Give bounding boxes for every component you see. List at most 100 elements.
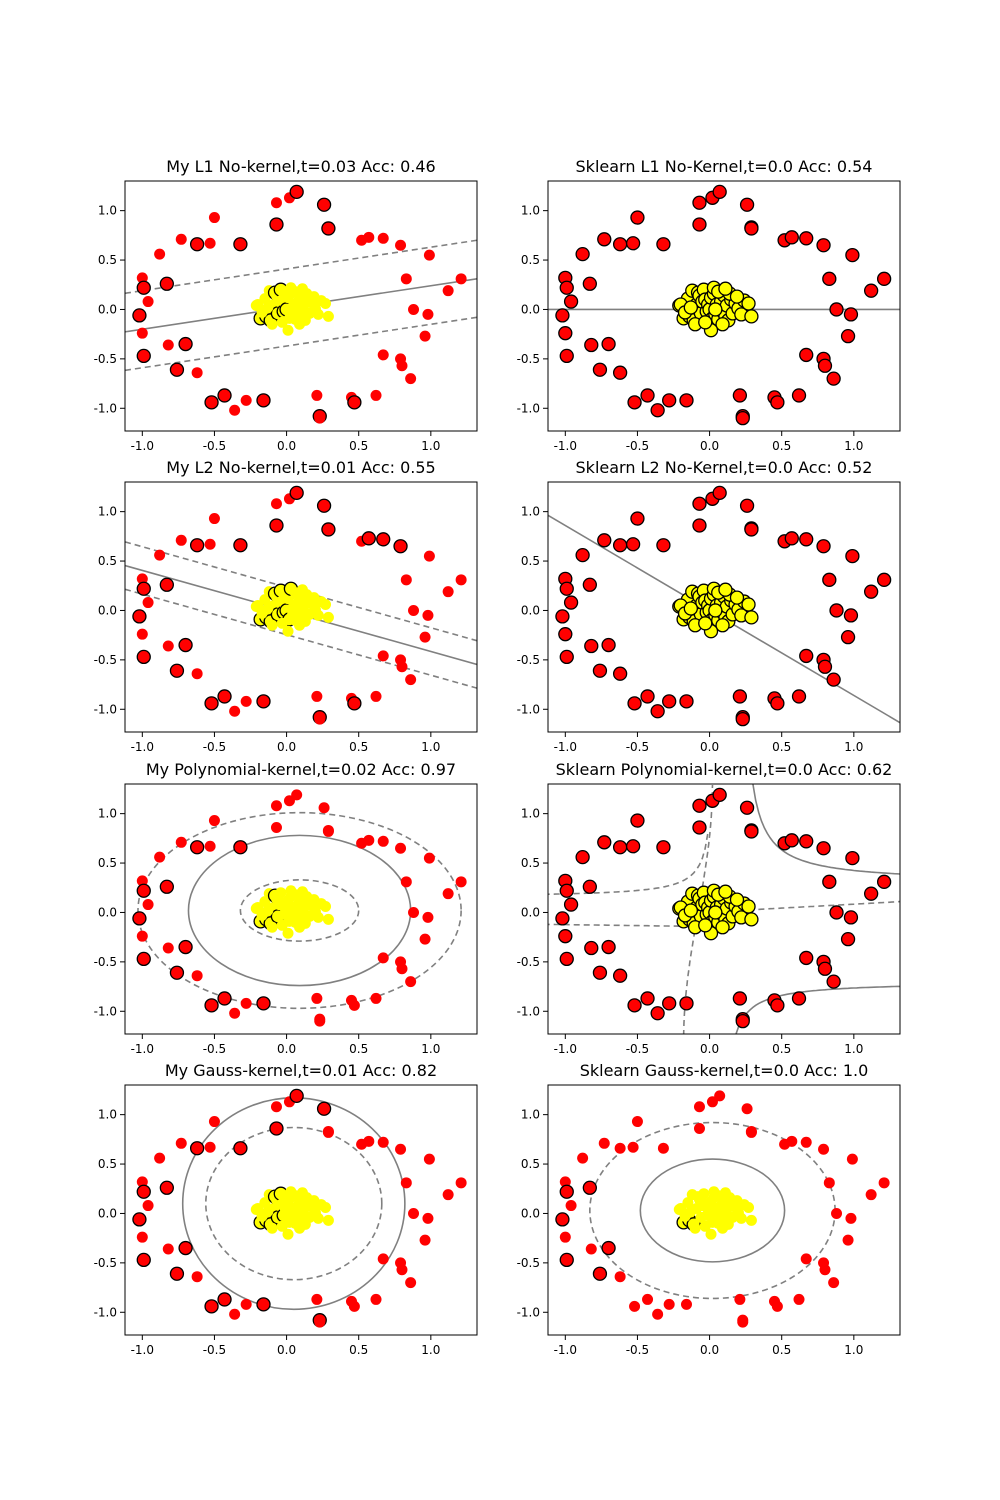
outer-point	[799, 648, 814, 664]
inner-point	[741, 597, 756, 612]
outer-point	[136, 883, 151, 898]
outer-point	[393, 539, 408, 554]
outer-point	[423, 249, 435, 261]
x-tick-label: 0.0	[277, 1042, 296, 1056]
outer-point	[791, 689, 807, 704]
outer-point	[692, 195, 707, 210]
inner-point	[282, 324, 294, 336]
inner-point	[294, 1222, 306, 1234]
outer-point	[735, 1014, 750, 1029]
outer-point	[169, 1266, 185, 1281]
outer-point	[159, 1180, 174, 1195]
inner-point	[719, 1187, 731, 1199]
outer-point	[395, 239, 407, 251]
outer-point	[316, 197, 332, 212]
outer-point	[175, 233, 187, 245]
outer-point	[829, 905, 844, 920]
x-tick-label: 0.0	[277, 740, 296, 754]
inner-point	[683, 601, 698, 616]
margin-outer	[137, 811, 462, 1010]
outer-point	[582, 577, 597, 592]
y-tick-label: 0.0	[521, 603, 540, 617]
inner-point	[709, 1207, 721, 1219]
outer-point	[361, 531, 376, 546]
outer-point	[840, 629, 856, 645]
x-tick-label: -1.0	[131, 1343, 154, 1357]
subplot-4: Sklearn L2 No-Kernel,t=0.0 Acc: 0.52 -1.0…	[517, 458, 901, 754]
subplot-1: My L1 No-kernel,t=0.03 Acc: 0.46 -1.0 -0.5…	[94, 157, 478, 453]
outer-point	[322, 1126, 334, 1138]
x-tick-label: 1.0	[421, 439, 440, 453]
outer-point	[132, 609, 147, 624]
inner-point	[262, 602, 274, 614]
outer-point	[233, 237, 248, 252]
outer-point	[396, 661, 408, 673]
x-tick-label: 0.5	[772, 1042, 791, 1056]
outer-point	[136, 1252, 151, 1268]
outer-point	[558, 929, 573, 944]
outer-point	[419, 933, 431, 945]
y-tick-label: 0.5	[521, 1157, 540, 1171]
y-tick-label: 1.0	[521, 204, 540, 218]
outer-point	[741, 1103, 753, 1115]
outer-point	[732, 388, 748, 403]
x-tick-label: 0.0	[277, 439, 296, 453]
inner-point	[322, 1214, 334, 1226]
outer-point	[136, 280, 151, 295]
outer-point	[132, 308, 147, 323]
inner-point	[286, 906, 298, 918]
outer-point	[162, 339, 174, 351]
outer-point	[377, 650, 389, 662]
outer-point	[559, 1231, 571, 1243]
plot-area	[548, 485, 900, 727]
axes-frame	[547, 481, 901, 733]
inner-point	[708, 905, 723, 920]
outer-point	[408, 604, 420, 616]
outer-point	[370, 389, 382, 401]
outer-point	[614, 1142, 626, 1154]
outer-point	[826, 974, 841, 989]
inner-point	[296, 584, 308, 596]
margin-vertical	[682, 784, 714, 1034]
inner-point	[266, 619, 278, 631]
outer-point	[627, 395, 642, 410]
outer-point	[823, 1177, 835, 1189]
inner-point	[320, 599, 332, 611]
outer-point	[822, 572, 837, 587]
outer-point	[601, 939, 616, 955]
decision-boundary-lower	[735, 985, 900, 1034]
inner-point	[276, 919, 288, 931]
outer-point	[189, 1141, 205, 1156]
inner-point	[743, 1202, 755, 1214]
outer-point	[799, 834, 814, 849]
outer-point	[799, 532, 814, 547]
outer-point	[800, 1253, 812, 1265]
outer-point	[584, 940, 599, 956]
y-tick-label: 1.0	[521, 1108, 540, 1122]
outer-point	[592, 1266, 608, 1281]
outer-point	[563, 294, 579, 309]
outer-point	[817, 358, 833, 373]
inner-point	[296, 886, 308, 898]
outer-point	[442, 888, 454, 900]
inner-point	[715, 317, 730, 332]
y-tick-label: 0.0	[98, 302, 117, 316]
subplot-title: My L1 No-kernel,t=0.03 Acc: 0.46	[166, 157, 435, 176]
outer-point	[376, 532, 391, 547]
outer-point	[845, 850, 860, 866]
subplot-title: My Polynomial-kernel,t=0.02 Acc: 0.97	[146, 760, 456, 779]
y-tick-label: 0.5	[521, 856, 540, 870]
outer-point	[208, 815, 220, 827]
outer-point	[739, 197, 755, 212]
outer-point	[423, 550, 435, 562]
outer-point	[840, 328, 856, 344]
outer-point	[377, 349, 389, 361]
outer-point	[400, 1177, 412, 1189]
inner-point	[689, 1222, 701, 1234]
outer-point	[692, 820, 707, 835]
outer-point	[370, 1293, 382, 1305]
outer-point	[270, 197, 282, 209]
outer-point	[791, 991, 807, 1006]
outer-point	[318, 802, 330, 814]
x-tick-label: 1.0	[421, 1343, 440, 1357]
